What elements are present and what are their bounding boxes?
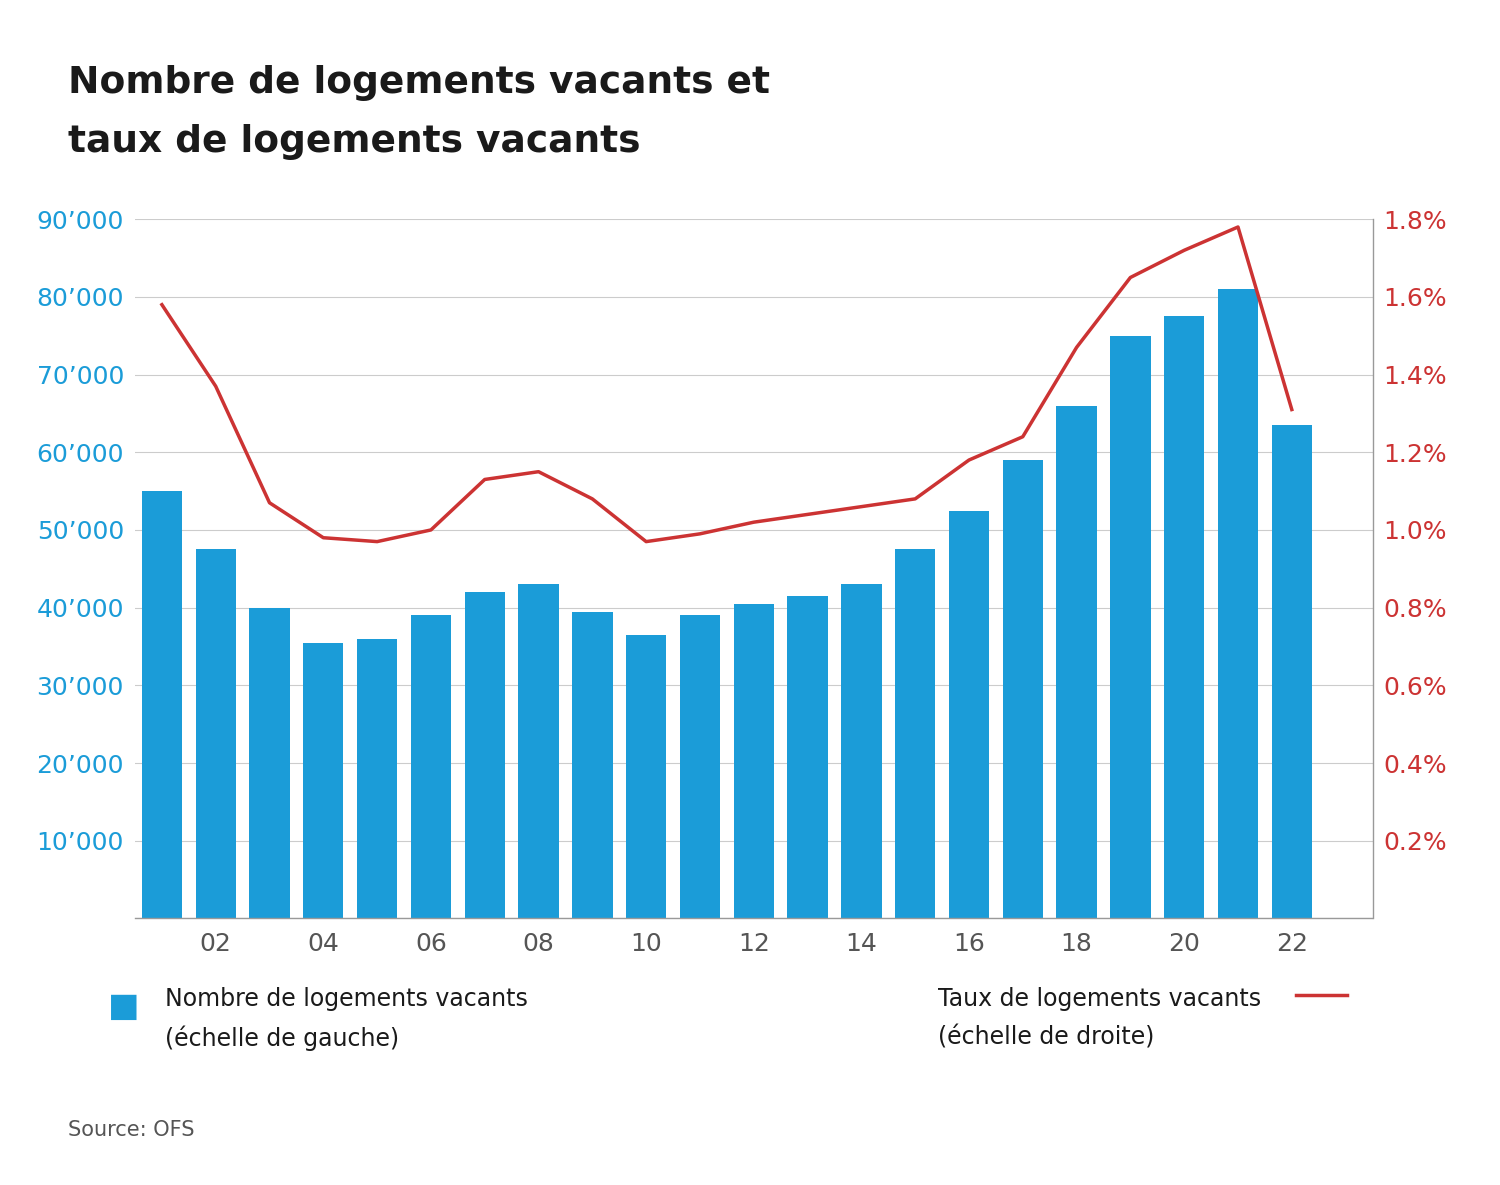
- Bar: [249, 608, 290, 918]
- Text: Taux de logements vacants: Taux de logements vacants: [938, 987, 1260, 1011]
- Bar: [1164, 316, 1204, 918]
- Bar: [1002, 460, 1042, 918]
- Bar: [680, 615, 720, 918]
- Bar: [896, 550, 936, 918]
- Bar: [1056, 405, 1096, 918]
- Bar: [357, 639, 398, 918]
- Bar: [465, 592, 506, 918]
- Bar: [1218, 289, 1258, 918]
- Text: Source: OFS: Source: OFS: [68, 1120, 194, 1140]
- Text: (échelle de droite): (échelle de droite): [938, 1025, 1154, 1049]
- Bar: [734, 603, 774, 918]
- Bar: [1110, 335, 1150, 918]
- Bar: [411, 615, 452, 918]
- Bar: [1272, 425, 1312, 918]
- Bar: [303, 642, 344, 918]
- Bar: [950, 511, 988, 918]
- Text: Nombre de logements vacants et: Nombre de logements vacants et: [68, 65, 770, 101]
- Bar: [519, 584, 558, 918]
- Text: Nombre de logements vacants: Nombre de logements vacants: [165, 987, 528, 1011]
- Bar: [572, 611, 612, 918]
- Text: taux de logements vacants: taux de logements vacants: [68, 124, 640, 160]
- Text: ■: ■: [108, 989, 140, 1023]
- Text: (échelle de gauche): (échelle de gauche): [165, 1025, 399, 1051]
- Bar: [195, 550, 236, 918]
- Bar: [141, 491, 182, 918]
- Bar: [842, 584, 882, 918]
- Bar: [626, 635, 666, 918]
- Bar: [788, 596, 828, 918]
